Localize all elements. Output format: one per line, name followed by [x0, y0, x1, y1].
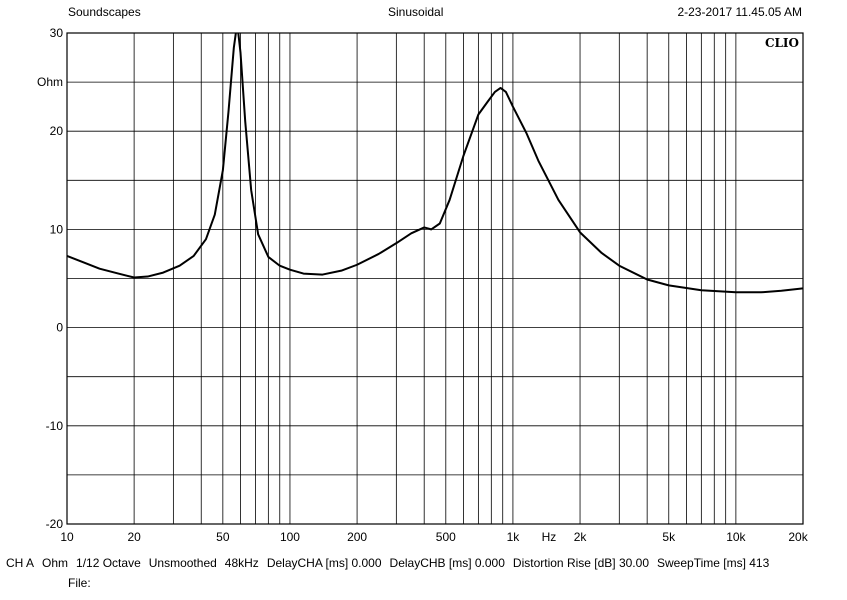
footer-param: 48kHz — [224, 556, 259, 570]
y-tick-label: -20 — [46, 517, 64, 531]
y-tick-label: -10 — [46, 419, 64, 433]
x-tick-label: 1k — [507, 530, 521, 544]
header-center-label: Sinusoidal — [388, 5, 444, 19]
plot-frame — [66, 32, 804, 525]
x-tick-label: 20k — [788, 530, 808, 544]
footer-param: SweepTime [ms] 413 — [657, 556, 770, 570]
brand-logo: CLIO — [765, 36, 799, 50]
x-axis-unit-label: Hz — [542, 530, 557, 544]
x-tick-label: 10k — [726, 530, 746, 544]
x-tick-label: 100 — [280, 530, 300, 544]
x-tick-label: 500 — [436, 530, 456, 544]
footer-param: Distortion Rise [dB] 30.00 — [512, 556, 649, 570]
y-tick-label: 20 — [50, 124, 64, 138]
y-tick-label: 0 — [56, 321, 63, 335]
y-tick-label: 30 — [50, 26, 64, 40]
y-tick-label: 10 — [50, 222, 64, 236]
x-tick-label: 5k — [662, 530, 676, 544]
footer-param: 1/12 Octave — [76, 556, 141, 570]
x-tick-label: 20 — [127, 530, 141, 544]
header-timestamp: 2-23-2017 11.45.05 AM — [677, 5, 802, 19]
footer-param: DelayCHA [ms] 0.000 — [266, 556, 382, 570]
footer-param: DelayCHB [ms] 0.000 — [389, 556, 505, 570]
x-tick-label: 10 — [60, 530, 74, 544]
impedance-curve — [67, 33, 803, 294]
footer-param: Ohm — [42, 556, 69, 570]
x-tick-label: 200 — [347, 530, 367, 544]
footer-params: CH A Ohm 1/12 Octave Unsmoothed 48kHz DelayCH… — [6, 556, 777, 570]
y-axis-label: Ohm — [37, 75, 63, 89]
footer-param: Unsmoothed — [148, 556, 217, 570]
footer-param: CH A — [6, 556, 35, 570]
footer-file-label: File: — [68, 576, 91, 590]
x-tick-label: 2k — [574, 530, 588, 544]
header-left-label: Soundscapes — [68, 5, 141, 19]
x-tick-label: 50 — [216, 530, 230, 544]
